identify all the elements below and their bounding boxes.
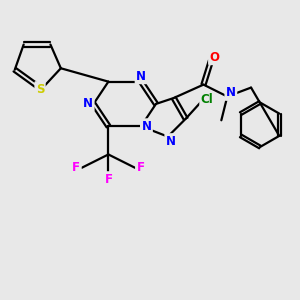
Text: N: N (83, 98, 93, 110)
Text: F: F (72, 161, 80, 174)
Text: N: N (226, 86, 236, 99)
Text: F: F (136, 161, 145, 174)
Text: F: F (104, 172, 112, 186)
Text: N: N (136, 70, 146, 83)
Text: Cl: Cl (201, 93, 213, 106)
Text: O: O (209, 51, 220, 64)
Text: N: N (166, 135, 176, 148)
Text: N: N (141, 120, 152, 133)
Text: S: S (36, 82, 44, 96)
